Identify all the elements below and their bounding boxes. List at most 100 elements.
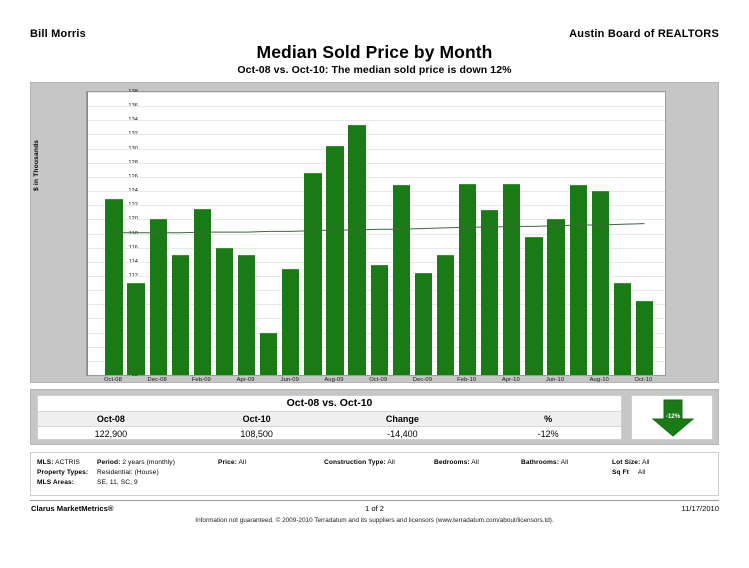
criteria-property-types: Property Types: [37,469,88,476]
y-axis-tick-label: 98 [131,372,138,378]
criteria-property-types-value-wrap: Residential: (House) [97,469,159,476]
criteria-mls-areas-label: MLS Areas: [37,479,75,486]
criteria-period-label: Period: [97,459,121,466]
bar [237,254,256,375]
bar [503,183,521,375]
grid-line [87,162,665,164]
y-axis-title: $ in Thousands [33,139,40,191]
criteria-property-types-value: Residential: (House) [97,469,159,476]
summary-header-cell: Oct-10 [242,414,271,424]
criteria-price-value: All [238,459,247,466]
criteria-mls-label: MLS: [37,459,54,466]
bar [260,332,278,375]
x-axis-tick-label: Jun-10 [545,377,565,383]
bar [215,247,234,375]
criteria-lot-size-label: Lot Size: [612,459,641,466]
grid-line [87,106,665,108]
grid-line [87,219,665,221]
criteria-bedrooms-label: Bedrooms: [434,459,470,466]
criteria-mls-areas: MLS Areas: [37,479,74,486]
bar-plot [87,92,665,375]
criteria-lot-size: Lot Size: All [612,459,650,466]
x-axis-tick-label: Dec-09 [412,377,433,383]
summary-table: Oct-08 vs. Oct-10 Oct-08 Oct-10 Change% 12… [37,395,622,440]
x-axis: Oct-08 Dec-08 Feb-09 Apr-09 Jun-09 Aug-09 Oct-… [86,377,666,391]
bar [171,254,189,375]
x-axis-tick-label: Apr-10 [501,377,520,383]
criteria-sq-ft: Sq Ft All [612,469,646,476]
plot-area: 9810010210410610811011211411611812012212… [86,89,666,378]
summary-title: Oct-08 vs. Oct-10 [38,396,621,412]
bar [458,183,477,375]
criteria-period: Period: 2 years (monthly) [97,459,175,466]
criteria-mls-value: ACTRIS [55,459,80,466]
footer-disclaimer: Information not guaranteed. © 2009-2010 … [195,517,554,524]
x-axis-tick-label: Feb-10 [457,377,477,383]
summary-header-cell: % [544,414,553,424]
bar [370,265,388,375]
summary-header-cell: Change [385,414,419,424]
criteria-period-value: 2 years (monthly) [122,459,175,466]
summary-header-row: Oct-08 Oct-10 Change% [38,412,621,427]
change-badge: -12% [631,395,713,440]
x-axis-tick-label: Jun-09 [280,377,299,383]
bar [414,273,433,375]
down-arrow-icon [651,399,695,437]
grid-line [87,233,665,235]
grid-line [87,148,665,150]
bar [127,283,145,375]
criteria-mls-areas-value-wrap: SE, 11, SC, 9 [97,479,138,486]
badge-value: -12% [665,413,681,420]
bar [635,300,654,375]
x-axis-tick-label: Oct-09 [369,377,388,383]
chart-panel: $ in Thousands 9810010210410610811011211… [30,82,719,383]
criteria-construction-type-value: All [387,459,395,466]
grid-line [87,247,665,249]
agent-name: Bill Morris [30,28,86,40]
x-axis-tick-label: Oct-08 [103,377,122,383]
bar [481,210,499,375]
x-axis-tick-label: Aug-10 [589,377,609,383]
grid-line [87,261,665,263]
organization-name: Austin Board of REALTORS [569,28,719,40]
bar [304,173,322,375]
grid-line [87,205,665,207]
bar [282,268,300,375]
bar [436,254,455,375]
bar [392,185,410,375]
criteria-panel: MLS: ACTRIS Property Types: Residential:… [30,452,719,496]
summary-value-cell: 108,500 [240,429,273,439]
criteria-sq-ft-label: Sq Ft [612,469,629,476]
criteria-lot-size-value: All [641,459,650,466]
bar [525,237,543,375]
summary-value-cell: -14,400 [387,429,418,439]
criteria-property-types-label: Property Types: [37,469,89,476]
criteria-construction-type-label: Construction Type: [324,459,386,466]
bar [326,146,344,375]
criteria-mls-areas-value: SE, 11, SC, 9 [97,479,138,486]
grid-line [87,191,665,193]
footer-divider [30,500,719,501]
report-header: Bill Morris Austin Board of REALTORS Med… [0,28,749,76]
footer-date: 11/17/2010 [681,504,719,513]
x-axis-tick-label: Feb-09 [191,377,211,383]
x-axis-tick-label: Apr-09 [236,377,255,383]
page-title: Median Sold Price by Month [256,42,493,62]
criteria-construction-type: Construction Type: All [324,459,395,466]
grid-line [87,120,665,122]
criteria-price: Price: All [218,459,246,466]
bar [569,185,587,375]
page-subtitle: Oct-08 vs. Oct-10: The median sold price… [237,64,512,76]
bar [193,208,211,375]
x-axis-tick-label: Dec-08 [147,377,167,383]
summary-panel: Oct-08 vs. Oct-10 Oct-08 Oct-10 Change% 12… [30,389,719,445]
summary-value-cell: -12% [537,429,559,439]
bar [591,191,609,375]
y-axis-line [87,92,88,375]
grid-line [87,134,665,136]
grid-line [87,92,665,93]
bar [348,124,366,375]
bar [613,283,631,375]
bar [105,198,123,375]
